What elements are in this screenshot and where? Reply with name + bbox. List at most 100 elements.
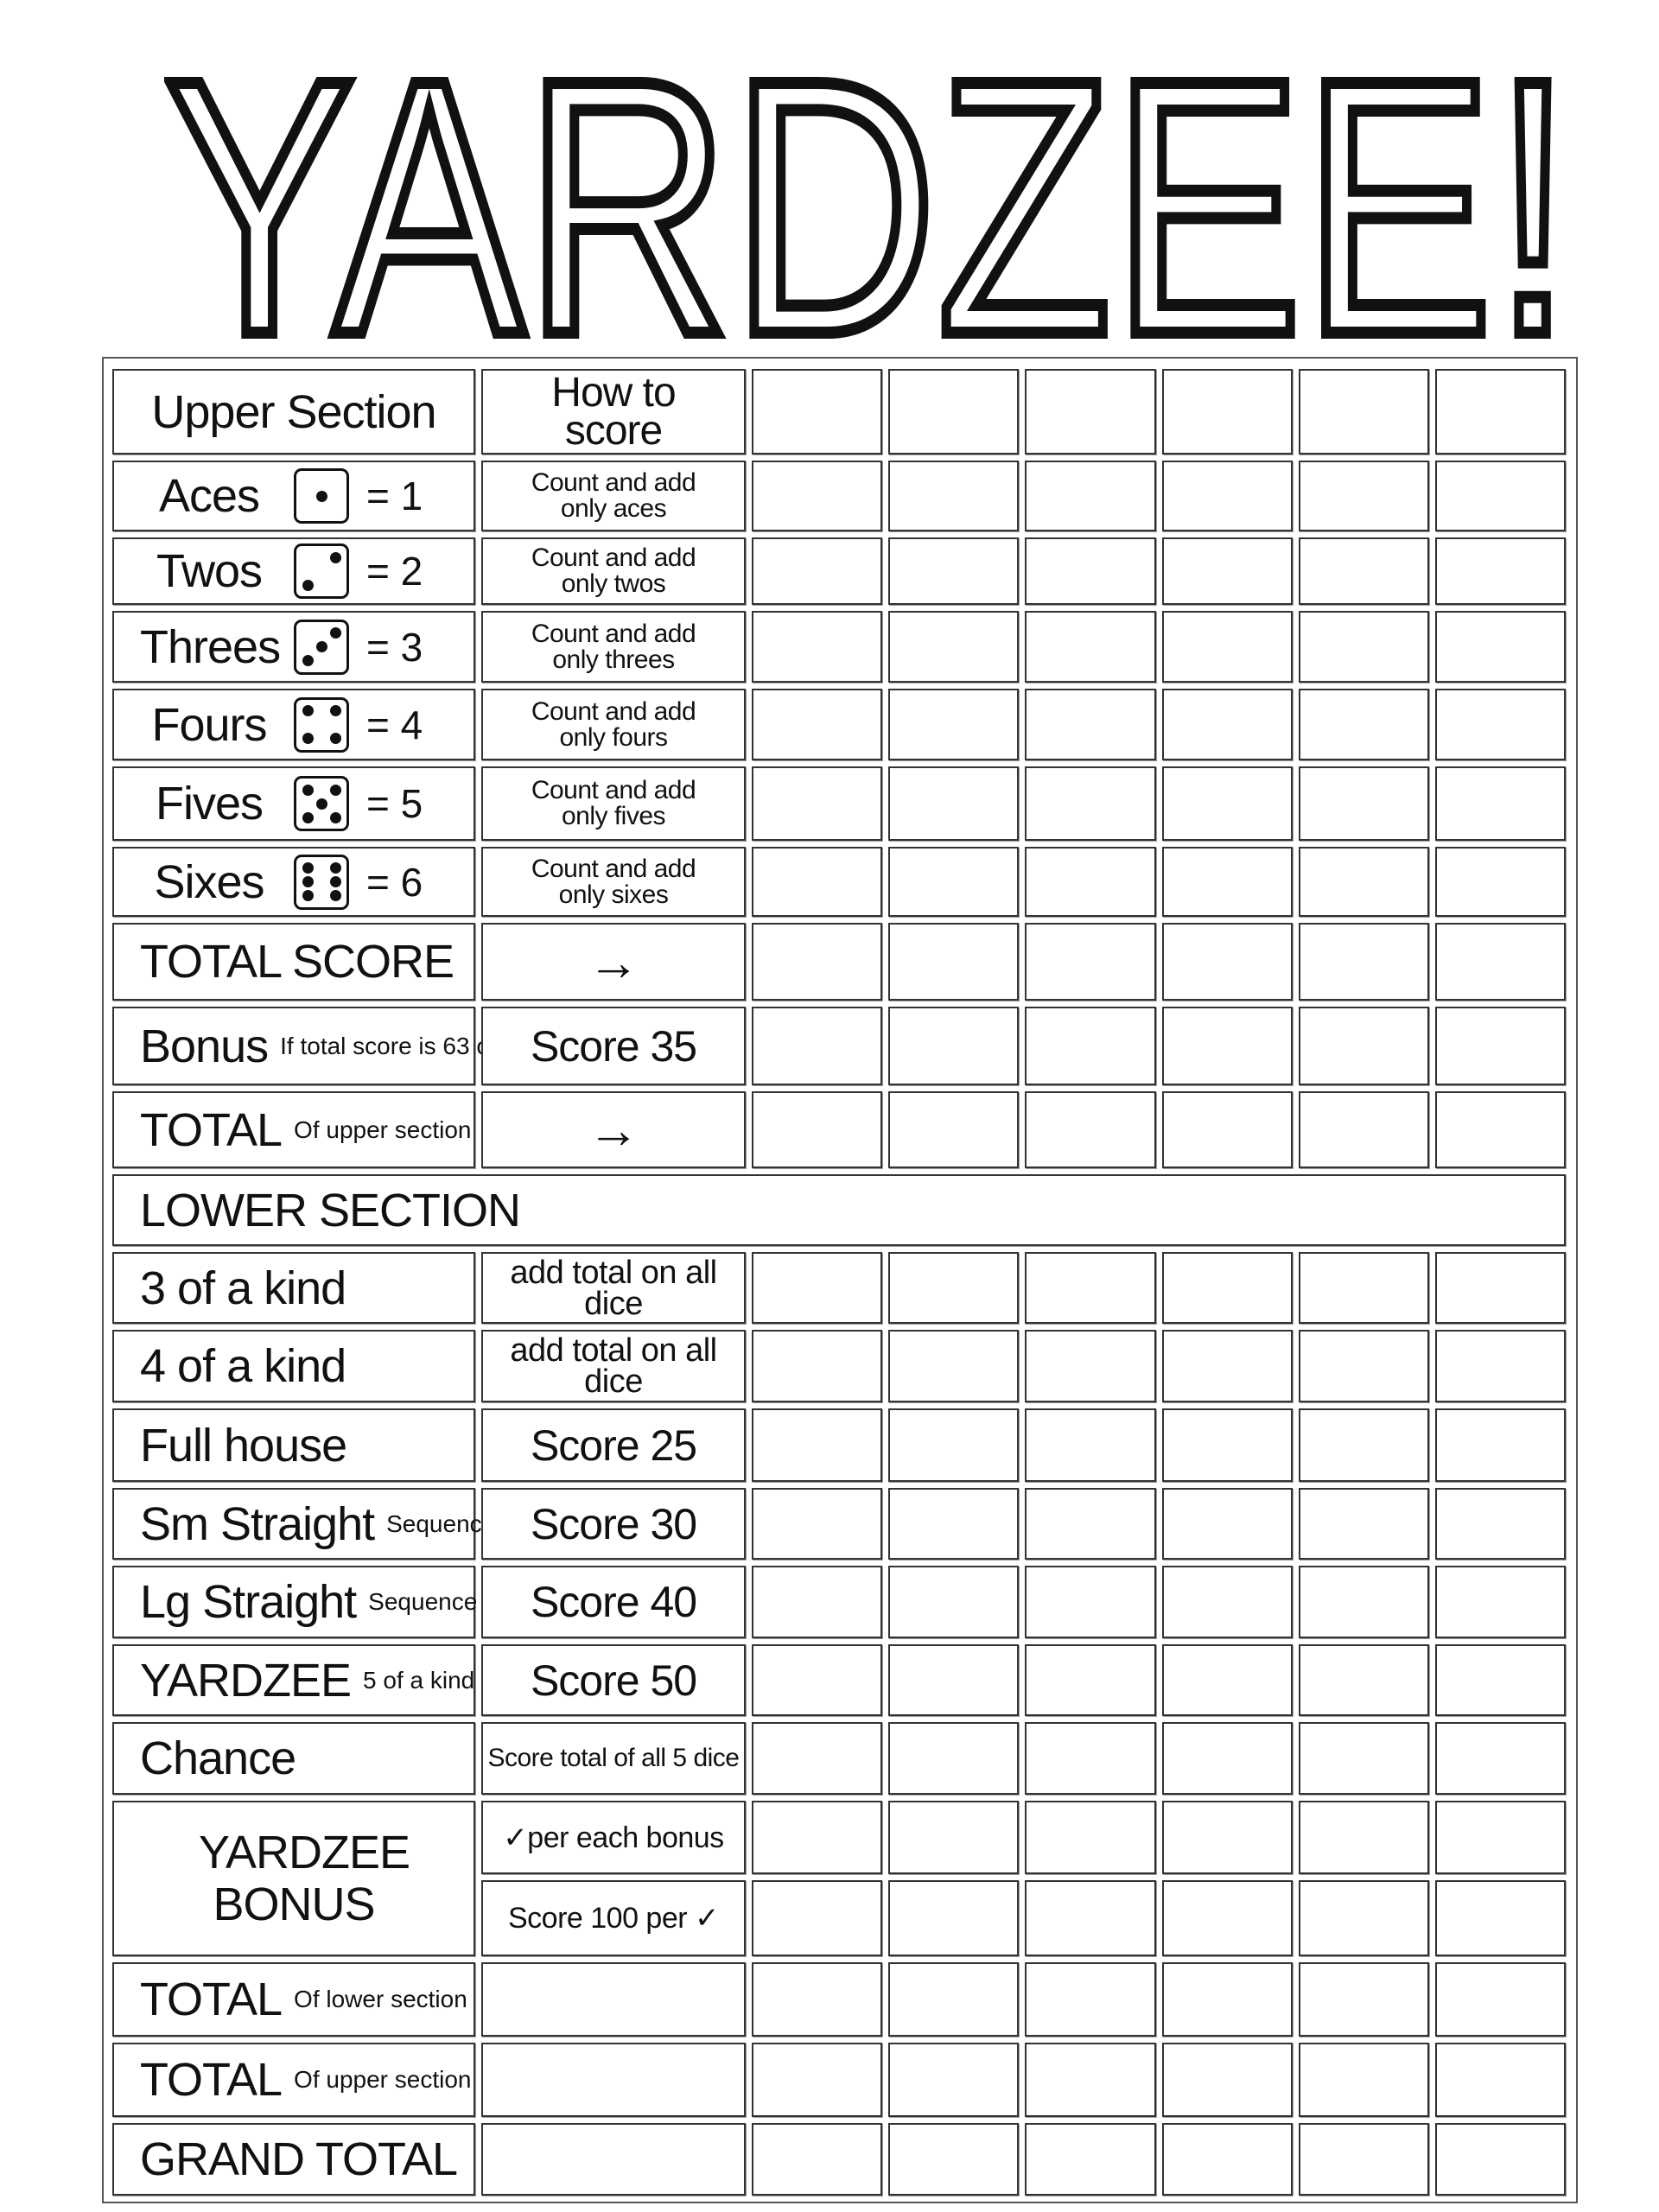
- score-cell[interactable]: [888, 1722, 1020, 1795]
- score-cell[interactable]: [1298, 689, 1429, 760]
- score-cell[interactable]: [1025, 847, 1156, 917]
- score-cell[interactable]: [1161, 1408, 1293, 1482]
- score-cell[interactable]: [888, 1330, 1020, 1402]
- score-cell[interactable]: [1434, 1252, 1566, 1324]
- score-cell[interactable]: [1025, 1091, 1156, 1168]
- score-cell[interactable]: [1025, 689, 1156, 760]
- score-cell[interactable]: [1025, 1488, 1156, 1560]
- score-cell[interactable]: [1025, 923, 1156, 1001]
- score-cell[interactable]: [1298, 611, 1429, 683]
- score-cell[interactable]: [1298, 1722, 1429, 1795]
- score-cell[interactable]: [752, 2043, 883, 2117]
- score-cell[interactable]: [1298, 1488, 1429, 1560]
- score-cell[interactable]: [1161, 1566, 1293, 1638]
- score-cell[interactable]: [1161, 847, 1293, 917]
- score-cell[interactable]: [1298, 1644, 1429, 1716]
- score-cell[interactable]: [752, 1488, 883, 1560]
- score-cell[interactable]: [1025, 1722, 1156, 1795]
- score-cell[interactable]: [1434, 1091, 1566, 1168]
- score-cell[interactable]: [1161, 1722, 1293, 1795]
- score-cell[interactable]: [888, 611, 1020, 683]
- score-cell[interactable]: [1025, 1962, 1156, 2037]
- score-cell[interactable]: [888, 2123, 1020, 2196]
- score-cell[interactable]: [888, 1801, 1020, 1874]
- score-cell[interactable]: [752, 1007, 883, 1085]
- score-cell[interactable]: [888, 461, 1020, 531]
- score-cell[interactable]: [1025, 1408, 1156, 1482]
- score-cell[interactable]: [888, 766, 1020, 841]
- score-cell[interactable]: [1025, 1644, 1156, 1716]
- score-cell[interactable]: [1434, 1880, 1566, 1956]
- score-cell[interactable]: [1161, 537, 1293, 605]
- score-cell[interactable]: [1434, 1488, 1566, 1560]
- score-cell[interactable]: [888, 1566, 1020, 1638]
- score-cell[interactable]: [752, 1252, 883, 1324]
- score-cell[interactable]: [1161, 1644, 1293, 1716]
- score-cell[interactable]: [888, 923, 1020, 1001]
- score-cell[interactable]: [1025, 369, 1156, 454]
- score-cell[interactable]: [752, 537, 883, 605]
- score-cell[interactable]: [752, 1801, 883, 1874]
- score-cell[interactable]: [1161, 1252, 1293, 1324]
- score-cell[interactable]: [1025, 1330, 1156, 1402]
- score-cell[interactable]: [1161, 1488, 1293, 1560]
- score-cell[interactable]: [1434, 923, 1566, 1001]
- score-cell[interactable]: [1161, 1962, 1293, 2037]
- score-cell[interactable]: [1025, 1252, 1156, 1324]
- score-cell[interactable]: [888, 537, 1020, 605]
- score-cell[interactable]: [1298, 369, 1429, 454]
- score-cell[interactable]: [1298, 1408, 1429, 1482]
- score-cell[interactable]: [1434, 1330, 1566, 1402]
- score-cell[interactable]: [752, 611, 883, 683]
- score-cell[interactable]: [752, 1330, 883, 1402]
- score-cell[interactable]: [888, 2043, 1020, 2117]
- score-cell[interactable]: [1161, 1801, 1293, 1874]
- score-cell[interactable]: [1298, 1566, 1429, 1638]
- score-cell[interactable]: [1434, 1007, 1566, 1085]
- score-cell[interactable]: [1434, 1644, 1566, 1716]
- score-cell[interactable]: [752, 1962, 883, 2037]
- score-cell[interactable]: [1434, 369, 1566, 454]
- score-cell[interactable]: [752, 1722, 883, 1795]
- score-cell[interactable]: [1434, 689, 1566, 760]
- score-cell[interactable]: [1025, 461, 1156, 531]
- score-cell[interactable]: [1161, 1330, 1293, 1402]
- score-cell[interactable]: [1434, 1566, 1566, 1638]
- score-cell[interactable]: [1434, 1408, 1566, 1482]
- score-cell[interactable]: [1161, 2043, 1293, 2117]
- score-cell[interactable]: [1434, 1801, 1566, 1874]
- score-cell[interactable]: [752, 1644, 883, 1716]
- score-cell[interactable]: [888, 369, 1020, 454]
- score-cell[interactable]: [1025, 1007, 1156, 1085]
- score-cell[interactable]: [1161, 1091, 1293, 1168]
- score-cell[interactable]: [752, 923, 883, 1001]
- score-cell[interactable]: [888, 1091, 1020, 1168]
- score-cell[interactable]: [1298, 2123, 1429, 2196]
- score-cell[interactable]: [1298, 847, 1429, 917]
- score-cell[interactable]: [1434, 2123, 1566, 2196]
- score-cell[interactable]: [1298, 1252, 1429, 1324]
- score-cell[interactable]: [1298, 766, 1429, 841]
- score-cell[interactable]: [1298, 1091, 1429, 1168]
- score-cell[interactable]: [752, 2123, 883, 2196]
- score-cell[interactable]: [1298, 1962, 1429, 2037]
- score-cell[interactable]: [888, 1880, 1020, 1956]
- score-cell[interactable]: [752, 461, 883, 531]
- score-cell[interactable]: [752, 1091, 883, 1168]
- score-cell[interactable]: [1161, 369, 1293, 454]
- score-cell[interactable]: [1025, 1880, 1156, 1956]
- score-cell[interactable]: [888, 689, 1020, 760]
- score-cell[interactable]: [1025, 2043, 1156, 2117]
- score-cell[interactable]: [1298, 923, 1429, 1001]
- score-cell[interactable]: [1298, 1007, 1429, 1085]
- score-cell[interactable]: [752, 689, 883, 760]
- score-cell[interactable]: [1161, 1880, 1293, 1956]
- score-cell[interactable]: [1434, 2043, 1566, 2117]
- score-cell[interactable]: [1161, 689, 1293, 760]
- score-cell[interactable]: [1161, 2123, 1293, 2196]
- score-cell[interactable]: [1434, 847, 1566, 917]
- score-cell[interactable]: [888, 1488, 1020, 1560]
- score-cell[interactable]: [1161, 461, 1293, 531]
- score-cell[interactable]: [1161, 766, 1293, 841]
- score-cell[interactable]: [888, 1252, 1020, 1324]
